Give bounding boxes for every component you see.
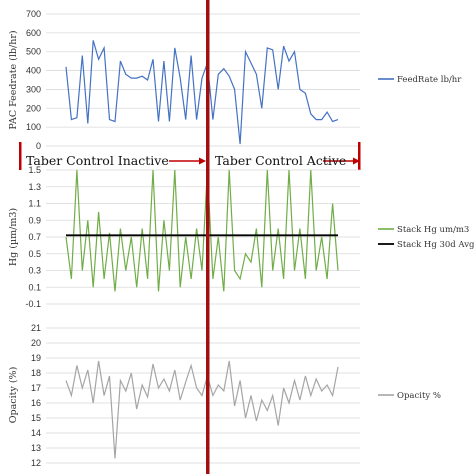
y-tick-label: 13 [31, 443, 41, 453]
opacity-gridlines [46, 327, 360, 464]
y-tick-label: 500 [26, 47, 41, 57]
feedrate-y-axis-label: PAC Feedrate (lb/hr) [8, 30, 19, 129]
opacity-y-axis-label: Opacity (%) [8, 367, 19, 424]
y-tick-label: 12 [31, 458, 41, 468]
y-tick-label: 1.1 [28, 199, 41, 209]
legend-label-opacity: Opacity % [397, 391, 441, 401]
y-tick-label: 16 [31, 398, 41, 408]
y-tick-label: 300 [26, 84, 41, 94]
panel-hg: -0.10.10.30.50.70.91.11.31.5 Hg (µm/m3) … [8, 165, 474, 309]
opacity-series-line [65, 360, 339, 459]
control-change-divider [206, 0, 210, 474]
y-tick-label: 19 [31, 353, 41, 363]
y-tick-label: 0 [36, 141, 41, 151]
feedrate-legend: FeedRate lb/hr [378, 75, 462, 85]
y-tick-label: 700 [26, 9, 41, 19]
y-tick-label: 0.7 [28, 232, 41, 242]
y-tick-label: 20 [31, 338, 41, 348]
right-bracket [358, 142, 361, 170]
feedrate-series-line [65, 40, 339, 145]
opacity-legend: Opacity % [378, 391, 441, 401]
active-label: Taber Control Active [215, 153, 346, 168]
y-tick-label: 600 [26, 28, 41, 38]
legend-label-feedrate: FeedRate lb/hr [397, 75, 462, 85]
hg-y-tick-labels: -0.1 0.1 0.3 0.5 0.7 0.9 1.1 1.3 1.5 [25, 165, 41, 309]
y-tick-label: 17 [31, 383, 41, 393]
y-tick-label: 21 [31, 323, 41, 333]
y-tick-label: 200 [26, 103, 41, 113]
y-tick-label: 0.1 [28, 282, 41, 292]
y-tick-label: 14 [31, 428, 41, 438]
y-tick-label: 0.9 [28, 215, 41, 225]
annotation-band: Taber Control Inactive Taber Control Act… [19, 142, 361, 170]
hg-series-line [65, 169, 339, 292]
inactive-arrow-head [199, 157, 206, 165]
feedrate-gridlines [46, 13, 360, 147]
inactive-label: Taber Control Inactive [26, 153, 169, 168]
feedrate-y-tick-labels: 0 100 200 300 400 500 600 700 [26, 9, 41, 151]
panel-opacity: 12 13 14 15 16 17 18 19 20 21 Opacity (%) Opacity… [8, 323, 441, 468]
legend-label-hg-avg: Stack Hg 30d Avg [397, 240, 474, 250]
active-arrow-head [353, 157, 360, 165]
y-tick-label: 400 [26, 66, 41, 76]
opacity-y-tick-labels: 12 13 14 15 16 17 18 19 20 21 [31, 323, 41, 468]
y-tick-label: 1.3 [28, 182, 41, 192]
y-tick-label: 100 [26, 122, 41, 132]
y-tick-label: 0.5 [28, 249, 41, 259]
y-tick-label: 1.5 [28, 165, 41, 175]
legend-label-stack-hg: Stack Hg um/m3 [397, 225, 469, 235]
panel-feedrate: 0 100 200 300 400 500 600 700 PAC Feedrate (lb/… [8, 9, 462, 151]
hg-legend: Stack Hg um/m3 Stack Hg 30d Avg [378, 225, 474, 250]
y-tick-label: 18 [31, 368, 41, 378]
y-tick-label: 15 [31, 413, 41, 423]
y-tick-label: -0.1 [25, 299, 41, 309]
y-tick-label: 0.3 [28, 266, 41, 276]
hg-y-axis-label: Hg (µm/m3) [8, 208, 19, 266]
left-bracket [19, 142, 22, 170]
